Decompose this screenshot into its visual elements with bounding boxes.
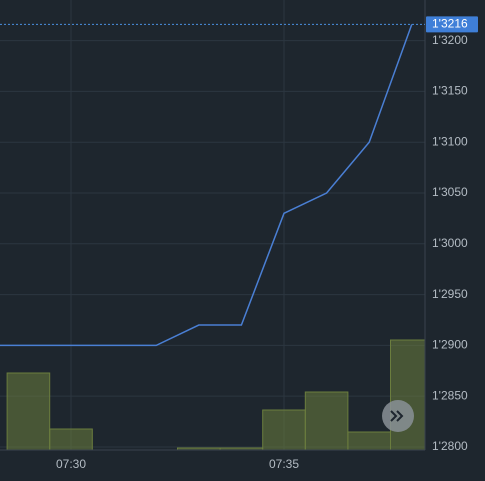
y-tick-label: 1'2900 xyxy=(432,338,468,352)
scroll-button[interactable] xyxy=(382,400,414,432)
y-tick-label: 1'3150 xyxy=(432,84,468,98)
scroll-icon[interactable] xyxy=(390,410,404,422)
axes: 1'2800 1'2850 1'2900 1'2950 1'3000 1'3050 1'31… xyxy=(0,16,478,471)
price-layer xyxy=(0,24,413,347)
y-tick-label: 1'3050 xyxy=(432,185,468,199)
volume-bar xyxy=(49,428,93,450)
y-tick-label: 1'2950 xyxy=(432,287,468,301)
volume-bar xyxy=(304,391,349,450)
y-tick-label: 1'3000 xyxy=(432,236,468,250)
x-tick-label: 07:35 xyxy=(269,457,299,471)
volume-bar xyxy=(347,431,391,450)
y-tick-label: 1'2850 xyxy=(432,388,468,402)
y-tick-label: 1'3200 xyxy=(432,33,468,47)
scroll-circle[interactable] xyxy=(382,400,414,432)
y-tick-label: 1'2800 xyxy=(432,439,468,453)
last-price-label: 1'3216 xyxy=(432,17,468,31)
volume-bar xyxy=(6,372,51,450)
x-tick-label: 07:30 xyxy=(56,457,86,471)
last-price-badge xyxy=(426,16,478,33)
price-line xyxy=(0,24,413,347)
y-tick-label: 1'3100 xyxy=(432,134,468,148)
volume-bar xyxy=(262,409,306,450)
